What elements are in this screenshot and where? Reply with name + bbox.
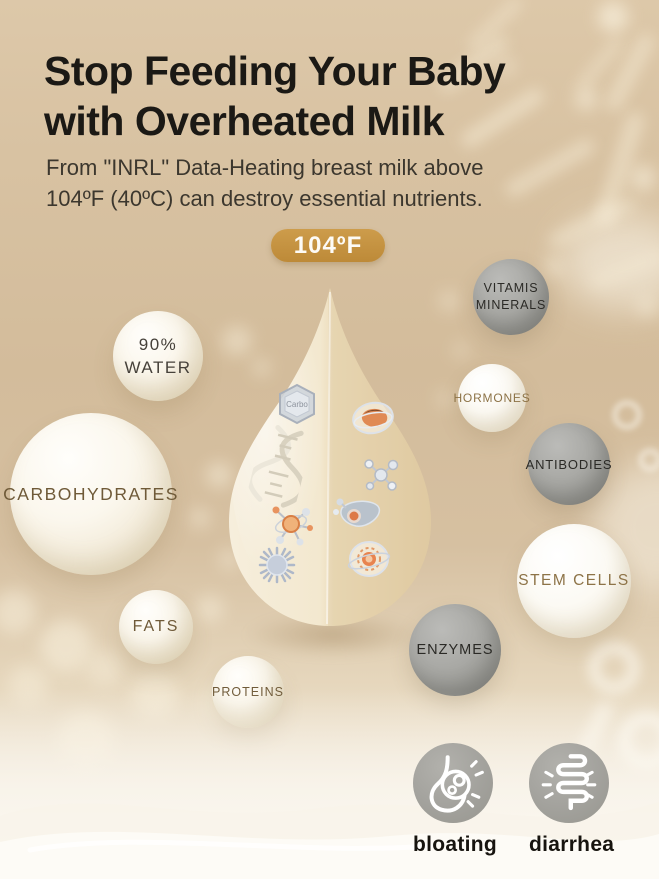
diarrhea-label: diarrhea — [529, 833, 615, 856]
atom-icon — [362, 456, 400, 499]
blurred-molecule-icon — [588, 642, 640, 694]
fat-cell-icon — [350, 398, 396, 443]
bubble-fats: FATS — [119, 590, 193, 664]
bubble-proteins-label: PROTEINS — [212, 685, 284, 699]
bubble-antibodies-label: ANTIBODIES — [525, 456, 613, 472]
bubble-enzymes-label: ENZYMES — [416, 642, 494, 658]
bokeh-light — [58, 712, 114, 768]
bokeh-light — [498, 58, 514, 74]
page-subtitle: From "INRL" Data-Heating breast milk abo… — [46, 152, 606, 214]
virus-icon — [257, 545, 297, 590]
stomach-icon — [429, 755, 484, 813]
bokeh-ring — [612, 400, 642, 430]
enzyme-icon — [332, 494, 382, 539]
carbo-label: Carbo — [286, 400, 308, 409]
bokeh-light — [190, 508, 210, 528]
bubble-proteins: PROTEINS — [212, 656, 284, 728]
bubble-stem-cells: STEM CELLS — [517, 524, 631, 638]
bubble-antibodies: ANTIBODIES — [525, 423, 613, 505]
glow-cloud — [560, 215, 659, 310]
bubble-hormones-label: HORMONES — [453, 391, 531, 405]
bokeh-light — [438, 290, 460, 312]
temperature-value: 104ºF — [293, 231, 363, 259]
bokeh-light — [436, 390, 454, 408]
subtitle-line-1: From "INRL" Data-Heating breast milk abo… — [46, 155, 484, 180]
milk-drop — [215, 280, 445, 645]
bokeh-light — [0, 590, 36, 634]
bubble-hormones: HORMONES — [453, 364, 530, 432]
bokeh-light — [575, 88, 597, 110]
bubble-water-line2: WATER — [124, 358, 192, 377]
bubble-water: 90% WATER — [113, 311, 203, 401]
title-line-1: Stop Feeding Your Baby — [44, 48, 506, 94]
bokeh-light — [636, 295, 658, 317]
bokeh-light — [206, 462, 232, 488]
symptom-diarrhea: diarrhea — [529, 743, 615, 857]
bubble-vitamins-line2: MINERALS — [475, 298, 547, 312]
symptom-bloating: bloating — [413, 743, 498, 857]
bubble-carbohydrates-label: CARBOHYDRATES — [3, 483, 179, 504]
cell-icon — [347, 538, 391, 585]
bubble-enzymes: ENZYMES — [409, 604, 501, 696]
bubble-carbohydrates: CARBOHYDRATES — [3, 413, 177, 575]
bloating-circle — [413, 743, 493, 823]
bokeh-light — [222, 326, 252, 356]
bokeh-light — [40, 620, 92, 672]
page-title: Stop Feeding Your Baby with Overheated M… — [44, 46, 624, 146]
bokeh-light — [596, 208, 614, 226]
bokeh-light — [630, 165, 656, 191]
bokeh-light — [545, 258, 563, 276]
subtitle-line-2: 104ºF (40ºC) can destroy essential nutri… — [46, 186, 483, 211]
bubble-vitamins-line1: VITAMIS — [483, 281, 539, 295]
temperature-badge: 104ºF — [271, 229, 385, 262]
diarrhea-circle — [529, 743, 609, 823]
intestine-icon — [541, 754, 597, 811]
blurred-molecule-icon — [618, 712, 659, 770]
bokeh-light — [452, 342, 469, 359]
bokeh-ring — [638, 448, 659, 472]
title-line-2: with Overheated Milk — [44, 98, 445, 144]
bubble-vitamins-minerals: VITAMIS MINERALS — [473, 259, 549, 335]
carbo-hexagon-icon: Carbo — [276, 383, 318, 430]
bokeh-light — [132, 672, 178, 718]
bloating-label: bloating — [413, 833, 498, 856]
bokeh-light — [8, 665, 48, 705]
bubble-fats-label: FATS — [132, 618, 180, 635]
bokeh-light — [196, 595, 224, 623]
molecule-icon — [268, 502, 314, 551]
bubble-stem-cells-label: STEM CELLS — [518, 572, 630, 589]
bokeh-light — [598, 2, 628, 32]
bubble-water-line1: 90% — [138, 335, 178, 354]
bokeh-light — [86, 650, 122, 686]
bokeh-light — [252, 358, 271, 377]
